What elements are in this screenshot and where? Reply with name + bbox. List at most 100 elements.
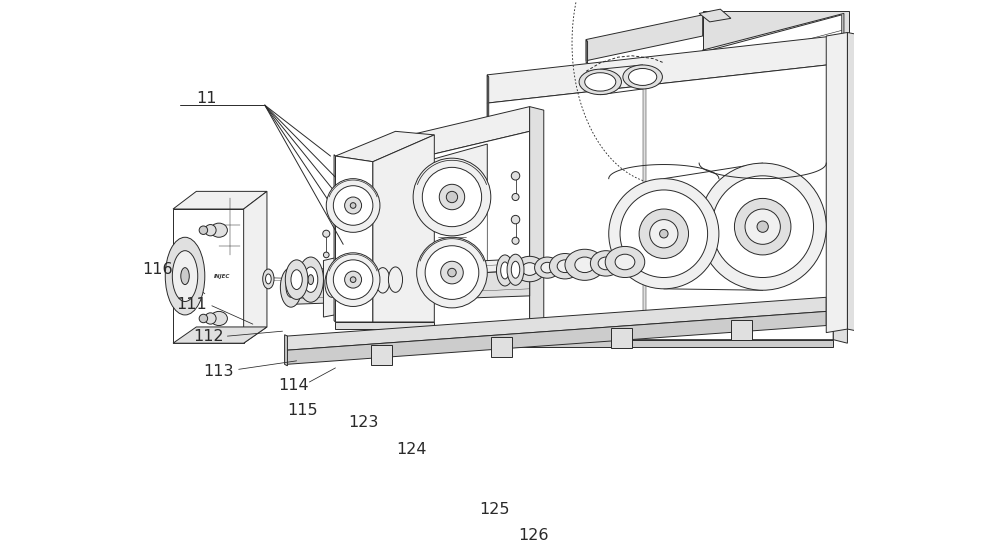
- Ellipse shape: [210, 223, 227, 237]
- Ellipse shape: [712, 176, 814, 277]
- Ellipse shape: [417, 237, 487, 308]
- Ellipse shape: [575, 257, 595, 272]
- Ellipse shape: [565, 250, 605, 280]
- Ellipse shape: [650, 219, 678, 248]
- Ellipse shape: [507, 254, 524, 285]
- Ellipse shape: [333, 185, 373, 225]
- Text: 125: 125: [479, 502, 510, 517]
- Polygon shape: [353, 253, 367, 313]
- Polygon shape: [371, 345, 392, 365]
- Text: 123: 123: [349, 416, 379, 431]
- Polygon shape: [395, 131, 530, 333]
- Ellipse shape: [298, 257, 323, 302]
- Ellipse shape: [345, 197, 362, 214]
- Ellipse shape: [285, 260, 308, 300]
- Ellipse shape: [501, 262, 509, 279]
- Ellipse shape: [376, 267, 390, 293]
- Ellipse shape: [333, 260, 373, 300]
- Polygon shape: [611, 329, 632, 348]
- Polygon shape: [699, 9, 731, 22]
- Text: 114: 114: [278, 378, 308, 393]
- Polygon shape: [406, 144, 487, 228]
- Ellipse shape: [263, 269, 274, 289]
- Polygon shape: [703, 68, 844, 124]
- Ellipse shape: [441, 261, 463, 284]
- Polygon shape: [395, 138, 397, 334]
- Text: 113: 113: [204, 364, 234, 379]
- Text: 115: 115: [287, 403, 318, 418]
- Ellipse shape: [579, 69, 621, 95]
- Polygon shape: [703, 50, 705, 124]
- Ellipse shape: [448, 268, 456, 277]
- Ellipse shape: [496, 255, 513, 286]
- Polygon shape: [826, 32, 847, 333]
- Ellipse shape: [512, 237, 519, 245]
- Ellipse shape: [291, 270, 302, 290]
- Ellipse shape: [325, 269, 339, 297]
- Polygon shape: [291, 258, 530, 282]
- Polygon shape: [291, 271, 530, 304]
- Ellipse shape: [286, 277, 296, 297]
- Text: 116: 116: [142, 262, 173, 276]
- Polygon shape: [731, 320, 752, 340]
- Ellipse shape: [280, 267, 302, 307]
- Polygon shape: [244, 192, 267, 343]
- Polygon shape: [286, 311, 826, 364]
- Ellipse shape: [350, 267, 364, 296]
- Ellipse shape: [590, 251, 621, 276]
- Ellipse shape: [446, 192, 458, 203]
- Ellipse shape: [535, 257, 560, 278]
- Ellipse shape: [734, 198, 791, 255]
- Ellipse shape: [522, 263, 537, 275]
- Polygon shape: [847, 32, 854, 330]
- Ellipse shape: [350, 277, 356, 282]
- Ellipse shape: [266, 274, 271, 284]
- Ellipse shape: [339, 271, 350, 294]
- Ellipse shape: [660, 229, 668, 238]
- Ellipse shape: [413, 158, 491, 236]
- Polygon shape: [335, 322, 434, 329]
- Ellipse shape: [623, 65, 662, 89]
- Ellipse shape: [425, 246, 479, 300]
- Polygon shape: [173, 209, 244, 343]
- Ellipse shape: [205, 224, 216, 236]
- Polygon shape: [586, 15, 703, 61]
- Polygon shape: [703, 13, 844, 103]
- Ellipse shape: [304, 267, 318, 292]
- Ellipse shape: [511, 261, 520, 278]
- Polygon shape: [173, 192, 267, 209]
- Ellipse shape: [620, 190, 708, 277]
- Polygon shape: [285, 335, 287, 366]
- Polygon shape: [487, 340, 833, 346]
- Ellipse shape: [362, 266, 379, 296]
- Text: INJEC: INJEC: [214, 273, 231, 278]
- Polygon shape: [643, 82, 646, 336]
- Ellipse shape: [323, 252, 329, 258]
- Text: 11: 11: [196, 91, 216, 106]
- Ellipse shape: [199, 314, 208, 323]
- Ellipse shape: [165, 237, 205, 315]
- Ellipse shape: [605, 246, 645, 277]
- Ellipse shape: [639, 209, 689, 258]
- Polygon shape: [373, 135, 434, 322]
- Polygon shape: [705, 15, 842, 102]
- Ellipse shape: [609, 179, 719, 289]
- Polygon shape: [491, 337, 512, 356]
- Ellipse shape: [350, 203, 356, 208]
- Ellipse shape: [345, 271, 362, 288]
- Ellipse shape: [511, 172, 520, 180]
- Ellipse shape: [557, 260, 573, 272]
- Ellipse shape: [598, 257, 614, 270]
- Polygon shape: [335, 156, 373, 322]
- Ellipse shape: [422, 167, 482, 227]
- Ellipse shape: [699, 163, 826, 290]
- Polygon shape: [286, 297, 826, 350]
- Polygon shape: [323, 253, 353, 317]
- Ellipse shape: [541, 262, 554, 273]
- Ellipse shape: [308, 275, 314, 285]
- Polygon shape: [833, 36, 847, 343]
- Ellipse shape: [629, 69, 657, 85]
- Ellipse shape: [615, 254, 635, 270]
- Ellipse shape: [745, 209, 780, 245]
- Polygon shape: [487, 75, 489, 342]
